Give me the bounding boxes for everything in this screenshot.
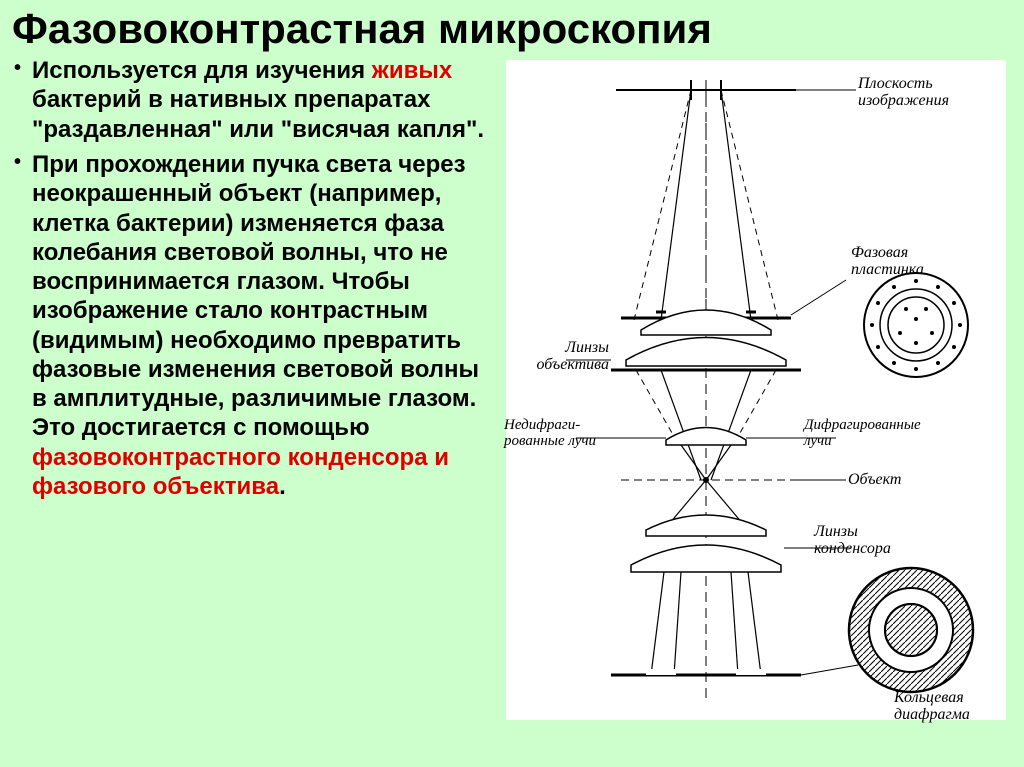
- label-objective-lenses: Линзыобъектива: [514, 340, 609, 374]
- label-diffracted: Дифрагированныелучи: [804, 418, 921, 450]
- label-undiffracted: Недифраги-рованные лучи: [504, 418, 614, 450]
- label-annular-diaphragm: Кольцеваядиафрагма: [894, 690, 970, 724]
- label-phase-plate: Фазоваяпластинка: [851, 245, 924, 279]
- slide-title: Фазовоконтрастная микроскопия: [0, 0, 1024, 52]
- text-column: Используется для изучения живых бактерий…: [12, 56, 490, 759]
- slide-content: Используется для изучения живых бактерий…: [0, 52, 1024, 767]
- b1-post: бактерий в нативных препаратах "раздавле…: [32, 86, 484, 142]
- label-object: Объект: [848, 472, 901, 489]
- b2-post: .: [279, 473, 286, 500]
- optical-diagram: Плоскостьизображения Фазоваяпластинка Ли…: [506, 60, 1006, 720]
- bullet-2: При прохождении пучка света через неокра…: [32, 150, 490, 501]
- diagram-column: Плоскостьизображения Фазоваяпластинка Ли…: [496, 56, 1016, 759]
- label-image-plane: Плоскостьизображения: [858, 76, 949, 110]
- b1-pre: Используется для изучения: [32, 57, 372, 84]
- b2-pre: При прохождении пучка света через неокра…: [32, 151, 479, 441]
- b1-highlight: живых: [372, 57, 452, 84]
- b2-highlight: фазовоконтрастного конденсора и фазового…: [32, 444, 449, 500]
- label-condenser-lenses: Линзыконденсора: [814, 524, 904, 558]
- bullet-1: Используется для изучения живых бактерий…: [32, 56, 490, 144]
- diagram-svg: [506, 60, 1006, 720]
